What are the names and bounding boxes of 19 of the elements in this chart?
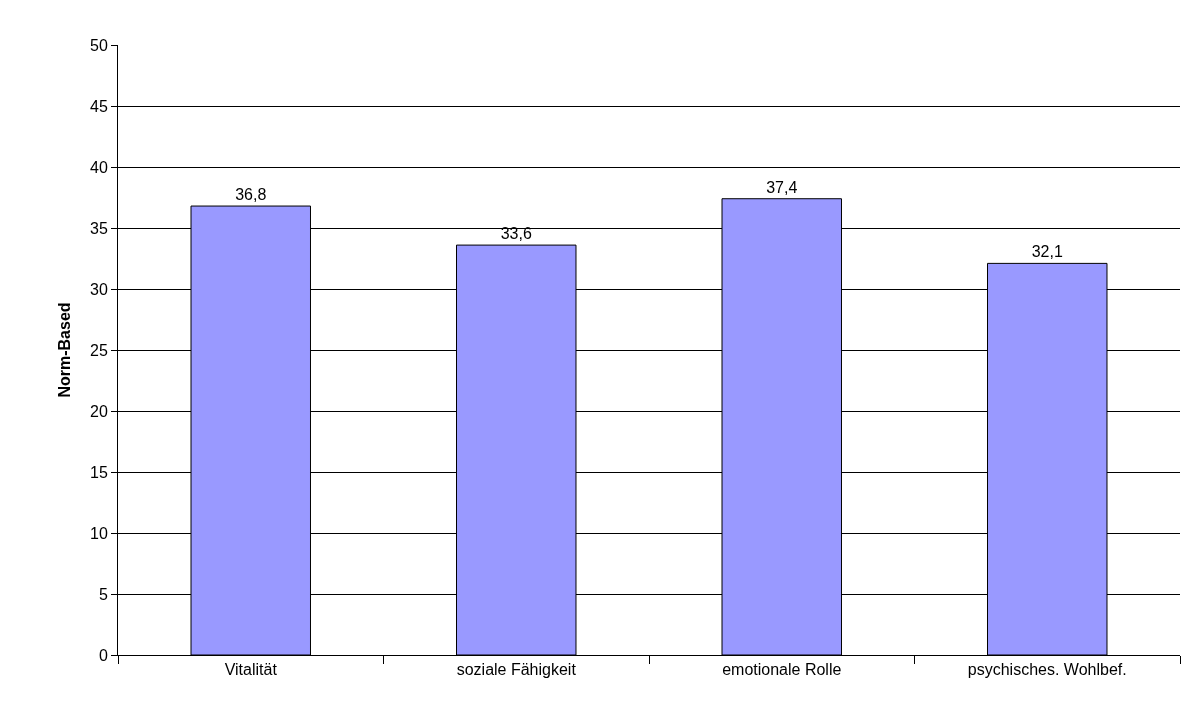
- y-tick-label: 5: [98, 585, 108, 603]
- x-tick-label: Vitalität: [224, 661, 278, 679]
- y-tick-label: 0: [98, 646, 108, 664]
- y-tick-label: 20: [90, 402, 108, 420]
- x-tick-label: psychisches. Wohlbef.: [967, 661, 1127, 679]
- y-axis-title: Norm-Based: [55, 302, 73, 398]
- y-tick-label: 35: [90, 219, 108, 237]
- data-label: 32,1: [1031, 243, 1063, 261]
- y-tick-label: 15: [90, 463, 108, 481]
- y-tick-label: 40: [90, 158, 108, 176]
- y-tick-label: 10: [90, 524, 108, 542]
- y-tick-label: 30: [90, 280, 108, 298]
- x-tick-label: soziale Fähigkeit: [456, 661, 577, 679]
- y-tick-label: 25: [90, 341, 108, 359]
- data-label: 36,8: [235, 186, 267, 204]
- y-tick-label: 45: [90, 97, 108, 115]
- x-tick-label: emotionale Rolle: [722, 661, 842, 679]
- data-label: 37,4: [766, 178, 798, 196]
- y-tick-label: 50: [90, 36, 108, 54]
